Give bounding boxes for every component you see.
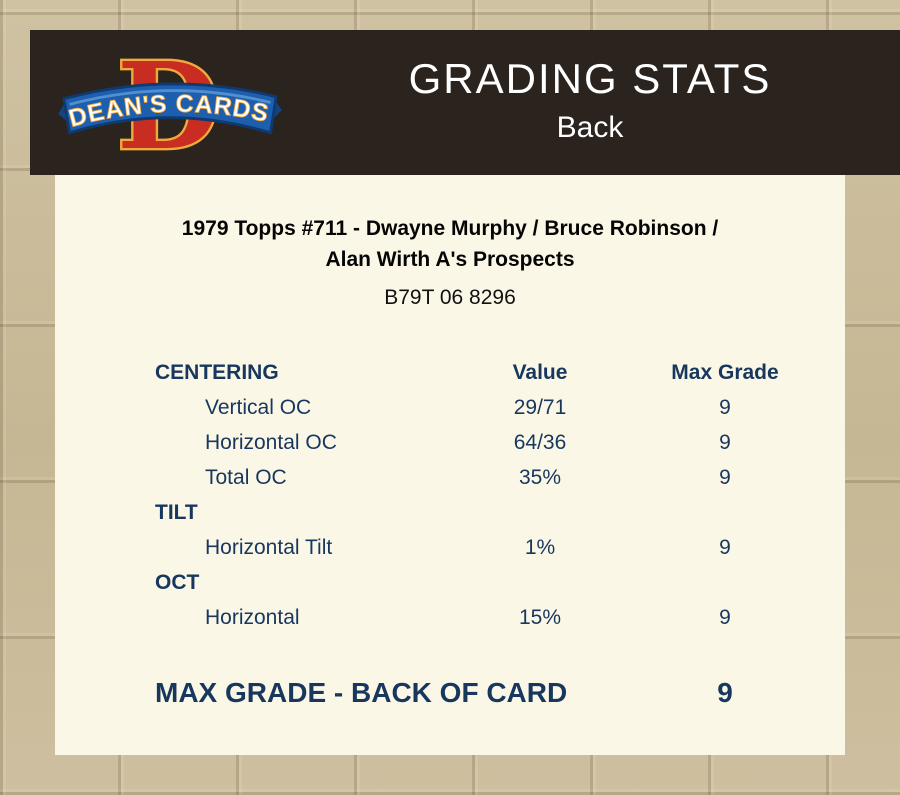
page-subtitle: Back: [556, 111, 624, 144]
section-row-tilt: TILT: [155, 495, 820, 530]
section-row-oct: OCT: [155, 565, 820, 600]
row-value: 15%: [518, 605, 562, 629]
row-max-grade: 9: [719, 535, 731, 559]
logo-ribbon: [62, 82, 278, 135]
row-value: 35%: [518, 465, 562, 489]
page-title: GRADING STATS: [408, 55, 772, 102]
table-row-horizontal-tilt: Horizontal Tilt 1% 9: [155, 530, 820, 565]
card-title: 1979 Topps #711 - Dwayne Murphy / Bruce …: [181, 217, 719, 271]
table-row-vertical-oc: Vertical OC 29/71 9: [155, 390, 820, 425]
table-header-row: CENTERING Value Max Grade: [155, 355, 820, 390]
max-grade-summary-label: MAX GRADE - BACK OF CARD: [155, 677, 568, 708]
row-label: Vertical OC: [205, 395, 312, 419]
row-value: 64/36: [513, 430, 567, 454]
section-label-oct: OCT: [155, 570, 200, 594]
row-max-grade: 9: [719, 465, 731, 489]
row-max-grade: 9: [719, 395, 731, 419]
table-row-horizontal: Horizontal 15% 9: [155, 600, 820, 635]
section-label-centering: CENTERING: [155, 360, 279, 384]
row-value: 1%: [524, 535, 556, 559]
table-row-horizontal-oc: Horizontal OC 64/36 9: [155, 425, 820, 460]
table-row-total-oc: Total OC 35% 9: [155, 460, 820, 495]
column-header-value: Value: [512, 360, 568, 384]
deans-cards-logo-graphic: D DEAN'S CARDS: [58, 35, 282, 178]
header-bar: D DEAN'S CARDS GRADING STATS Back: [30, 30, 900, 178]
section-label-tilt: TILT: [155, 500, 198, 524]
max-grade-summary-value: 9: [717, 677, 733, 708]
column-header-max-grade: Max Grade: [671, 360, 779, 384]
grading-table: CENTERING Value Max Grade Vertical OC 29…: [155, 355, 820, 635]
row-value: 29/71: [513, 395, 567, 419]
max-grade-summary: MAX GRADE - BACK OF CARD 9: [155, 677, 820, 709]
logo-ribbon-highlight: [69, 89, 271, 106]
card-code: B79T 06 8296: [384, 286, 516, 309]
deans-cards-logo[interactable]: D DEAN'S CARDS: [54, 35, 286, 178]
row-label: Total OC: [205, 465, 287, 489]
row-label: Horizontal OC: [205, 430, 337, 454]
header-text-block: GRADING STATS Back: [280, 52, 900, 150]
grading-stats-panel: 1979 Topps #711 - Dwayne Murphy / Bruce …: [55, 175, 845, 755]
row-label: Horizontal: [205, 605, 300, 629]
row-max-grade: 9: [719, 605, 731, 629]
row-label: Horizontal Tilt: [205, 535, 333, 559]
row-max-grade: 9: [719, 430, 731, 454]
